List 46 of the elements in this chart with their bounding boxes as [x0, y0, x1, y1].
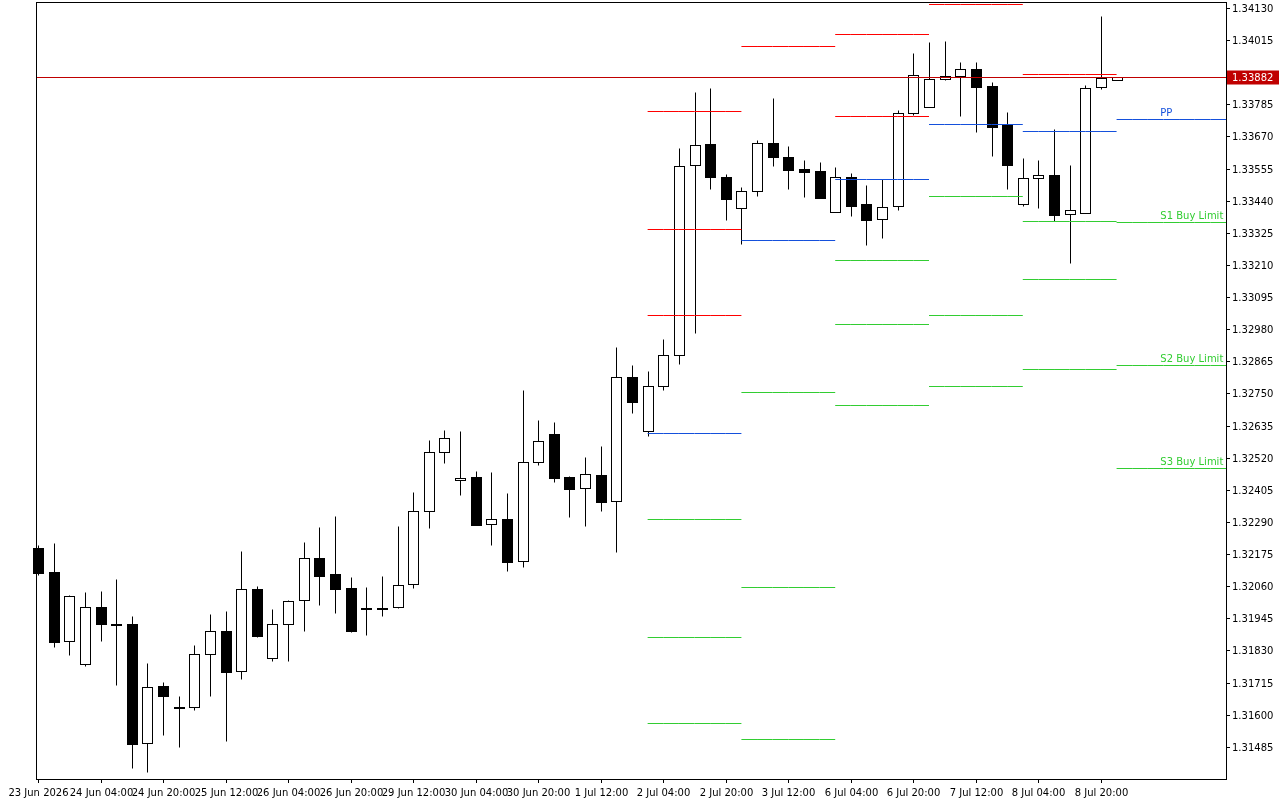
x-tick-label: 25 Jun 12:00: [194, 786, 259, 798]
y-tick-label: 1.33785: [1232, 99, 1274, 110]
y-tick-label: 1.31600: [1232, 710, 1274, 721]
x-tick-label: 3 Jul 12:00: [761, 786, 816, 798]
y-tick-label: 1.32175: [1232, 549, 1274, 560]
y-tick-label: 1.33555: [1232, 164, 1274, 175]
series-label: PP: [1160, 106, 1173, 118]
y-tick-label: 1.31830: [1232, 645, 1274, 656]
y-tick-label: 1.32980: [1232, 324, 1274, 335]
y-tick-label: 1.32290: [1232, 517, 1274, 528]
series-label: S2 Buy Limit: [1160, 352, 1224, 364]
y-tick-label: 1.33095: [1232, 292, 1274, 303]
y-tick-label: 1.31715: [1232, 678, 1274, 689]
x-tick-label: 8 Jul 20:00: [1074, 786, 1129, 798]
x-tick-label: 2 Jul 20:00: [699, 786, 754, 798]
y-tick-label: 1.34015: [1232, 35, 1274, 46]
x-tick-label: 24 Jun 20:00: [131, 786, 196, 798]
x-tick-label: 1 Jul 12:00: [574, 786, 629, 798]
x-tick-label: 26 Jun 04:00: [256, 786, 321, 798]
ref-line-label: 1.33882: [1232, 72, 1274, 83]
x-tick-label: 29 Jun 12:00: [381, 786, 446, 798]
y-tick-label: 1.31485: [1232, 742, 1274, 753]
y-tick-label: 1.33325: [1232, 228, 1274, 239]
x-tick-label: 8 Jul 04:00: [1011, 786, 1066, 798]
x-tick-label: 26 Jun 20:00: [319, 786, 384, 798]
y-tick-label: 1.32520: [1232, 453, 1274, 464]
x-tick-label: 23 Jun 2026: [8, 786, 69, 798]
y-tick-label: 1.32750: [1232, 388, 1274, 399]
series-label: S1 Buy Limit: [1160, 209, 1224, 221]
y-tick-label: 1.32635: [1232, 421, 1274, 432]
x-tick-label: 6 Jul 04:00: [824, 786, 879, 798]
y-tick-label: 1.32405: [1232, 485, 1274, 496]
x-tick-label: 24 Jun 04:00: [69, 786, 134, 798]
y-tick-label: 1.32060: [1232, 581, 1274, 592]
x-tick-label: 30 Jun 04:00: [444, 786, 509, 798]
y-tick-label: 1.31945: [1232, 613, 1274, 624]
x-tick-label: 7 Jul 12:00: [949, 786, 1004, 798]
y-tick-label: 1.33440: [1232, 196, 1274, 207]
x-tick-label: 30 Jun 20:00: [506, 786, 571, 798]
x-tick-label: 2 Jul 04:00: [636, 786, 691, 798]
y-tick-label: 1.32865: [1232, 356, 1274, 367]
y-tick-label: 1.33210: [1232, 260, 1274, 271]
y-tick-label: 1.33670: [1232, 131, 1274, 142]
y-tick-label: 1.34130: [1232, 3, 1274, 14]
x-tick-label: 6 Jul 20:00: [886, 786, 941, 798]
series-label: S3 Buy Limit: [1160, 455, 1224, 467]
